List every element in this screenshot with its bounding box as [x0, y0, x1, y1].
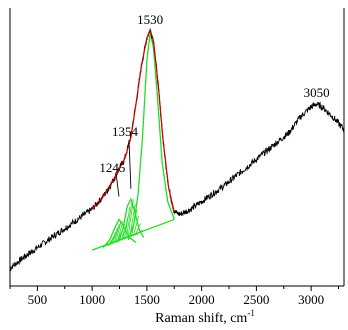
hatch-line [124, 206, 131, 240]
hatch-line [111, 227, 118, 245]
component-1530-line [127, 32, 175, 241]
x-tick-label: 3000 [298, 292, 324, 307]
x-tick-label: 1500 [134, 292, 160, 307]
peak-label-3050: 3050 [304, 85, 330, 100]
peak-pointer-1245 [115, 175, 120, 197]
x-tick-label: 1000 [79, 292, 105, 307]
component-1245-line [102, 218, 137, 249]
component-1354-line [116, 197, 145, 243]
x-tick-label: 500 [28, 292, 48, 307]
peak-label-1530: 1530 [137, 12, 163, 27]
fit-line [91, 29, 175, 212]
plot-area [9, 27, 345, 272]
x-axis-title: Raman shift, cm-1 [155, 308, 255, 326]
spectrum-line [9, 27, 345, 272]
peak-pointer-1354 [128, 139, 132, 189]
x-axis-title-text: Raman shift, cm [155, 311, 247, 326]
peak-annotations: 1530 1354 1245 3050 [99, 12, 330, 197]
x-axis-title-superscript: -1 [247, 308, 255, 318]
peak-label-1245: 1245 [99, 160, 125, 175]
hatch-line [115, 220, 122, 243]
x-tick-label: 2000 [189, 292, 215, 307]
hatch-line [113, 223, 120, 244]
peak-label-1354: 1354 [112, 124, 139, 139]
x-tick-label: 2500 [243, 292, 269, 307]
hatch-line [132, 216, 140, 237]
x-axis: 500 1000 1500 2000 2500 3000 [9, 8, 345, 307]
